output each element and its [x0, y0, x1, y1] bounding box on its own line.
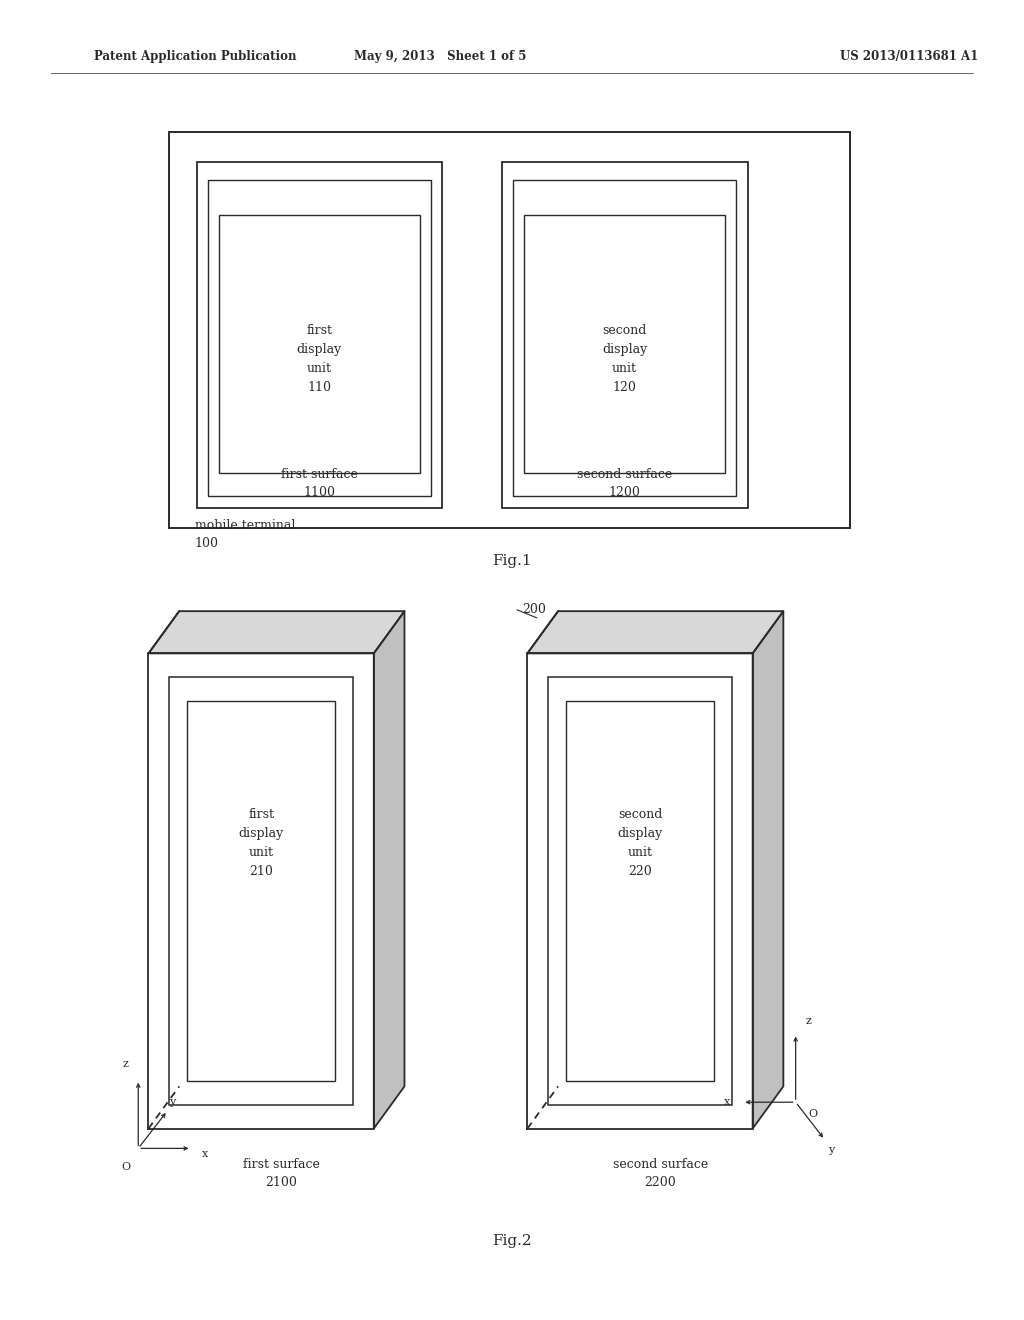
Polygon shape — [374, 611, 404, 1129]
Text: x: x — [724, 1097, 730, 1107]
Bar — [186, 701, 336, 1081]
Text: Patent Application Publication: Patent Application Publication — [94, 50, 297, 63]
Bar — [524, 215, 725, 473]
Polygon shape — [753, 611, 783, 1129]
Bar — [197, 162, 442, 508]
Polygon shape — [148, 611, 404, 653]
Text: x: x — [202, 1148, 208, 1159]
Text: mobile terminal
100: mobile terminal 100 — [195, 519, 295, 549]
Text: second surface
2200: second surface 2200 — [612, 1158, 709, 1188]
Text: Fig.2: Fig.2 — [493, 1234, 531, 1247]
Text: US 2013/0113681 A1: US 2013/0113681 A1 — [840, 50, 978, 63]
Text: first surface
1100: first surface 1100 — [281, 467, 358, 499]
Bar — [502, 162, 748, 508]
Text: z: z — [123, 1059, 129, 1069]
Bar — [169, 677, 353, 1105]
Text: z: z — [806, 1015, 812, 1026]
Polygon shape — [148, 653, 374, 1129]
Text: first surface
2100: first surface 2100 — [243, 1158, 321, 1188]
Bar — [565, 701, 715, 1081]
Text: O: O — [122, 1162, 130, 1172]
Bar — [513, 180, 736, 496]
Text: y: y — [827, 1144, 834, 1155]
Bar — [548, 677, 732, 1105]
Text: O: O — [808, 1109, 817, 1119]
Text: Fig.1: Fig.1 — [493, 554, 531, 568]
Bar — [208, 180, 431, 496]
Text: 200: 200 — [522, 603, 546, 616]
Text: y: y — [169, 1097, 175, 1107]
Text: first
display
unit
210: first display unit 210 — [239, 808, 284, 879]
Text: second
display
unit
120: second display unit 120 — [602, 323, 647, 395]
Text: second surface
1200: second surface 1200 — [577, 467, 673, 499]
Text: May 9, 2013   Sheet 1 of 5: May 9, 2013 Sheet 1 of 5 — [354, 50, 526, 63]
Text: second
display
unit
220: second display unit 220 — [617, 808, 663, 879]
Polygon shape — [527, 611, 783, 653]
Text: first
display
unit
110: first display unit 110 — [297, 323, 342, 395]
Polygon shape — [527, 653, 753, 1129]
Bar — [219, 215, 420, 473]
Bar — [169, 132, 850, 528]
